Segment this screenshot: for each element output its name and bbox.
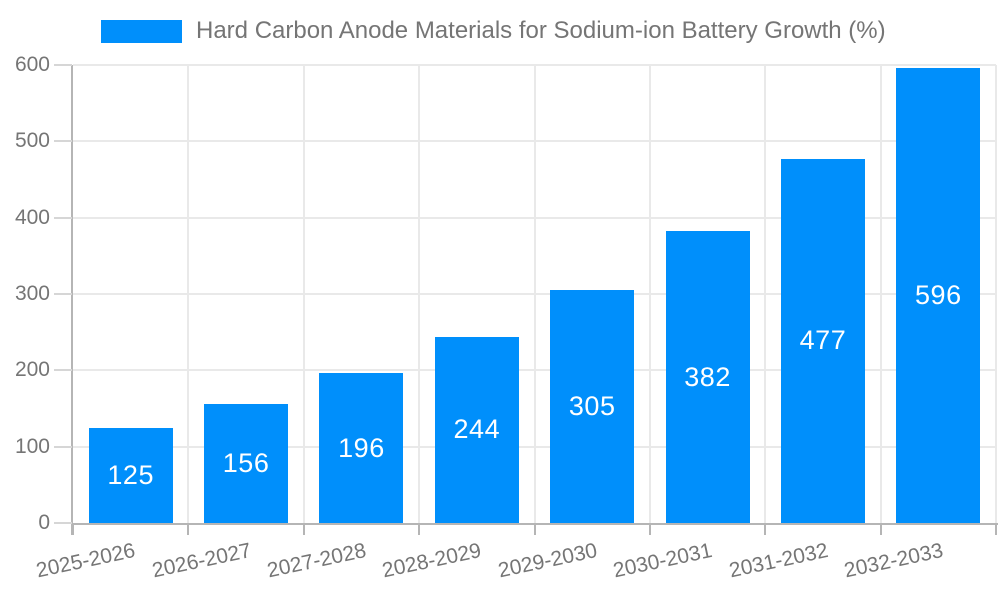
bar[interactable]: 196 (319, 373, 404, 523)
y-axis-label: 500 (14, 129, 50, 153)
bar[interactable]: 596 (896, 68, 981, 523)
bar-value-label: 382 (684, 361, 731, 392)
gridline-vertical (418, 65, 421, 523)
x-axis-tick (533, 523, 536, 535)
x-axis-tick (187, 523, 190, 535)
legend-series-label: Hard Carbon Anode Materials for Sodium-i… (196, 17, 886, 44)
y-axis-tick (54, 140, 72, 143)
y-axis-tick (54, 293, 72, 295)
x-axis-tick (764, 523, 767, 535)
gridline-vertical (533, 65, 536, 523)
gridline-vertical (187, 65, 190, 523)
bar[interactable]: 477 (780, 158, 865, 523)
y-axis-label: 100 (14, 434, 50, 458)
y-axis-label: 300 (14, 282, 50, 305)
bar[interactable]: 156 (204, 403, 289, 523)
bar-value-label: 125 (107, 459, 154, 490)
x-axis-label: 2026-2027 (149, 539, 253, 583)
y-axis-label: 0 (38, 511, 50, 534)
x-axis-tick (418, 523, 421, 535)
x-axis-label: 2031-2032 (726, 539, 830, 583)
y-axis-label: 200 (14, 358, 50, 382)
bar-value-label: 244 (453, 414, 501, 445)
x-axis-tick (648, 523, 651, 535)
x-axis-label: 2025-2026 (34, 539, 138, 583)
bar[interactable]: 125 (88, 427, 173, 523)
bar-value-label: 196 (338, 432, 385, 463)
bar-value-label: 305 (568, 391, 616, 422)
bar-value-label: 156 (222, 447, 270, 478)
x-axis-label: 2028-2029 (380, 539, 484, 583)
x-axis-label: 2029-2030 (495, 539, 599, 583)
bar-value-label: 477 (799, 325, 847, 356)
gridline-vertical (302, 65, 305, 523)
y-axis-tick (54, 445, 72, 448)
x-axis-label: 2032-2033 (842, 539, 946, 583)
y-axis-tick (54, 216, 72, 219)
y-axis-line (71, 65, 73, 535)
y-axis-label: 600 (14, 53, 50, 76)
bar[interactable]: 382 (665, 231, 750, 523)
x-axis-label: 2030-2031 (611, 539, 715, 583)
x-axis-label: 2027-2028 (265, 539, 369, 583)
y-axis-tick (54, 369, 72, 372)
gridline-vertical (648, 65, 651, 523)
legend-item[interactable]: Hard Carbon Anode Materials for Sodium-i… (101, 17, 886, 45)
legend-swatch-icon (101, 19, 182, 43)
gridline-vertical (995, 65, 997, 523)
gridline-vertical (764, 65, 767, 523)
x-axis-tick (72, 523, 74, 535)
bar[interactable]: 244 (434, 336, 519, 523)
x-axis-tick (302, 523, 305, 535)
y-axis-label: 400 (14, 205, 50, 229)
y-axis-tick (54, 522, 72, 524)
bar-value-label: 596 (915, 280, 962, 311)
x-axis-tick (879, 523, 882, 535)
bar[interactable]: 305 (550, 290, 635, 523)
gridline-vertical (879, 65, 882, 523)
y-axis-tick (54, 64, 72, 66)
x-axis-tick (995, 523, 997, 535)
